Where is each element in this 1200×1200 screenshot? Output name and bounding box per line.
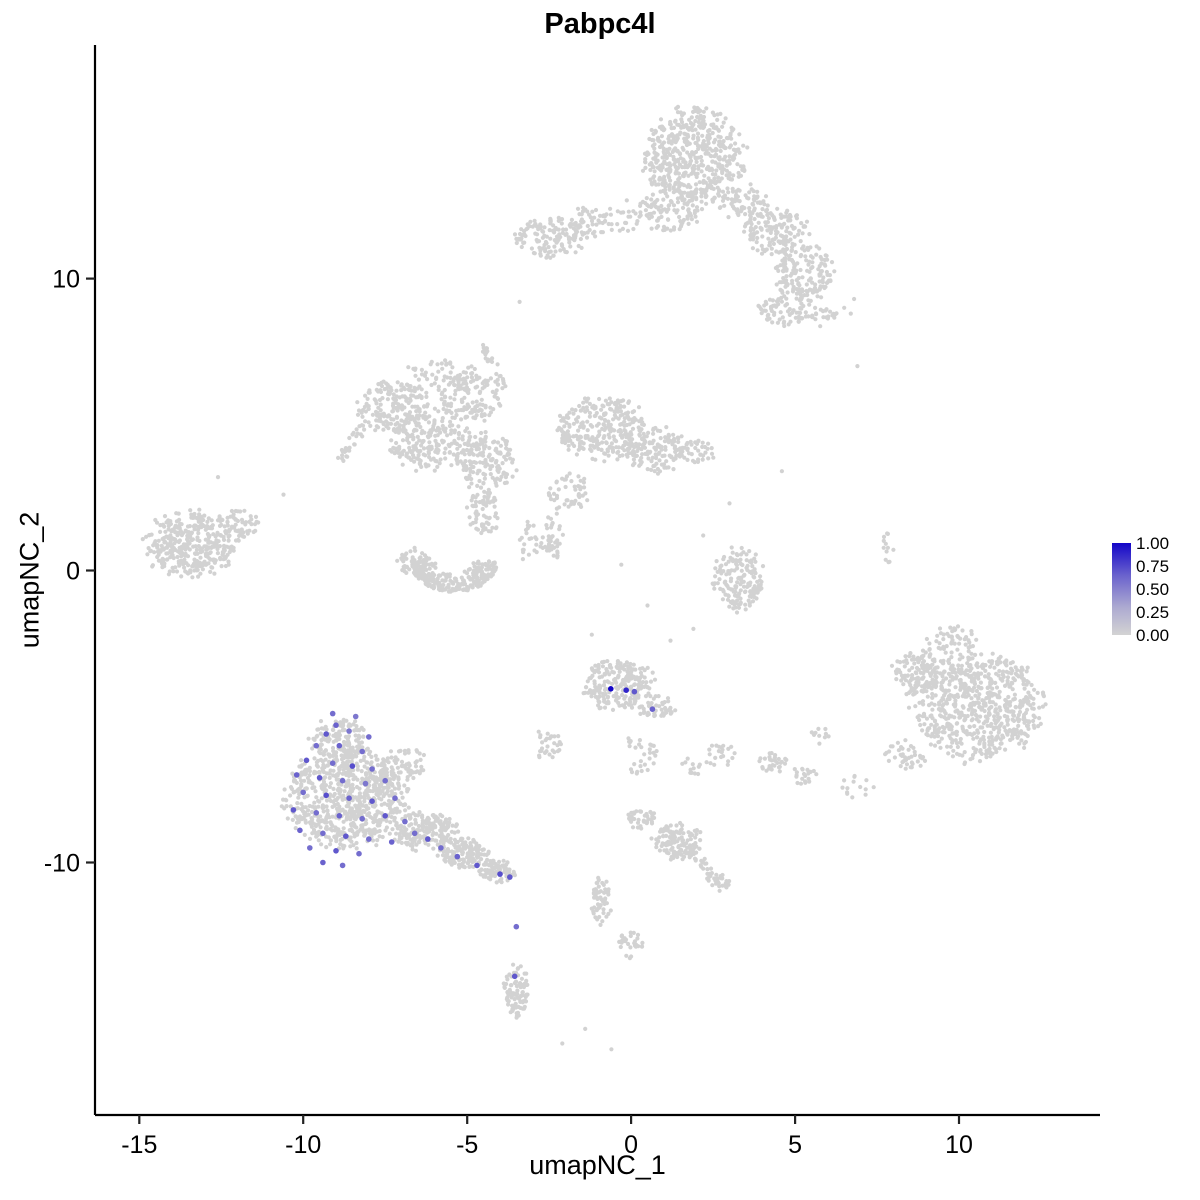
plot-title: Pabpc4l: [544, 8, 656, 40]
x-axis-title: umapNC_1: [529, 1150, 666, 1180]
expressing-cells-layer: [290, 686, 656, 980]
expression-colorbar-legend: 1.000.750.500.250.00: [1112, 534, 1169, 645]
background-cells-layer: [140, 104, 1048, 1052]
